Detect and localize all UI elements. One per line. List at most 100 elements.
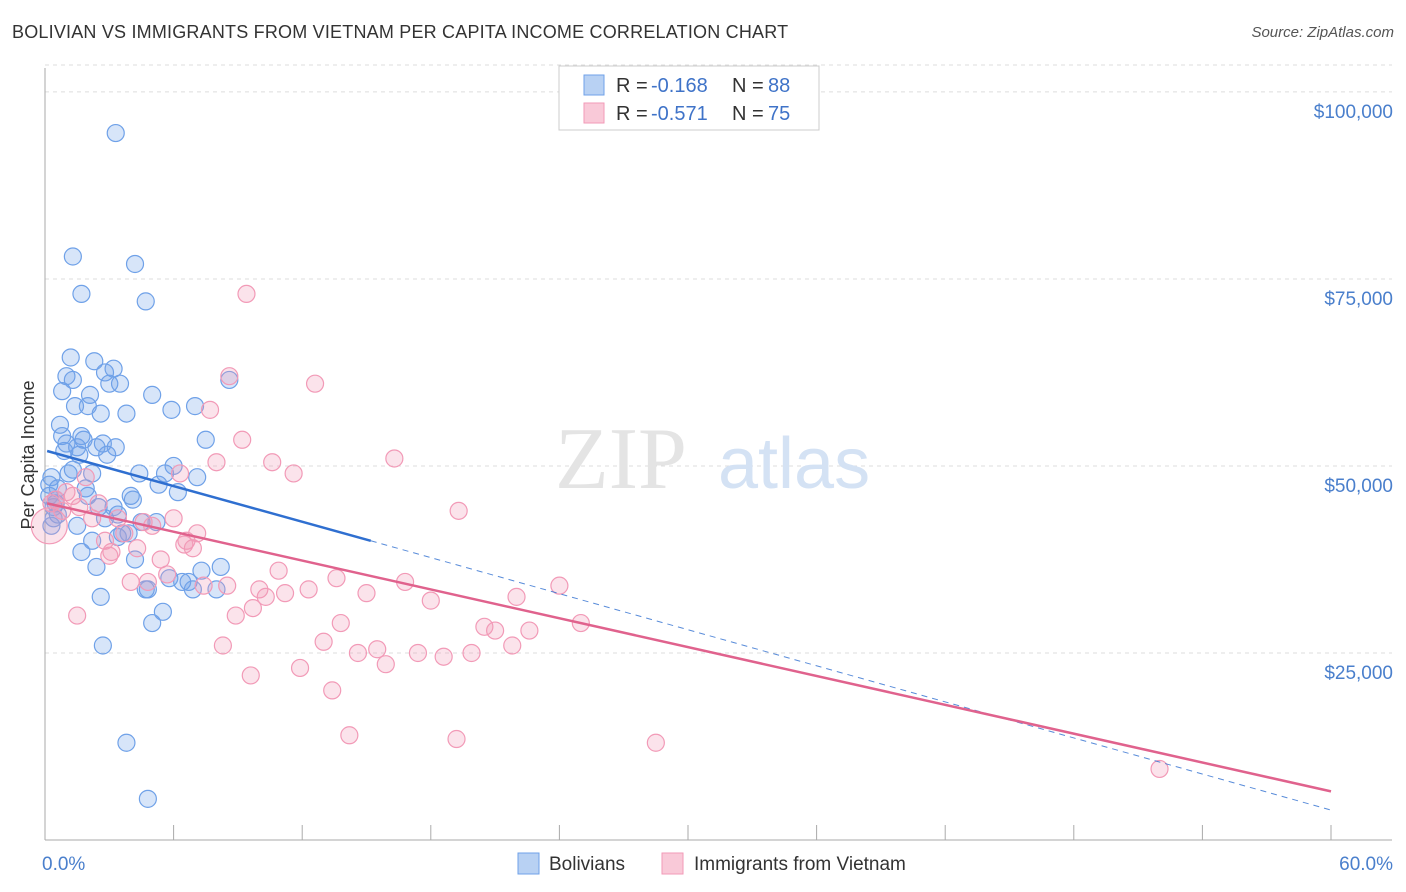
point-1-48 [368,640,387,659]
point-1-0 [30,507,68,545]
point-1-34 [256,587,275,606]
point-0-80 [136,292,155,311]
point-1-52 [408,643,428,663]
legend-n-value-bolivians: 88 [768,75,790,97]
point-0-11 [61,348,80,367]
watermark: ZIP atlas [555,411,870,508]
y-tick-labels: $25,000 $50,000 $75,000 $100,000 [1314,102,1393,684]
bottom-legend-label-bolivians: Bolivians [549,854,625,875]
watermark-atlas: atlas [718,424,870,504]
x-tick-label-min: 0.0% [42,854,85,875]
point-1-14 [128,539,147,558]
point-1-56 [462,643,481,663]
x-tick-labels: 0.0% 60.0% [42,854,1393,875]
chart-title: BOLIVIAN VS IMMIGRANTS FROM VIETNAM PER … [12,22,789,42]
point-1-19 [164,509,183,528]
point-0-9 [57,434,76,453]
point-1-65 [100,546,119,565]
trend-lines [46,449,1332,811]
point-0-55 [53,382,72,401]
point-1-59 [507,587,526,606]
point-0-77 [72,284,91,304]
point-1-42 [314,632,333,651]
point-0-78 [106,123,125,143]
point-1-61 [550,576,569,595]
chart-source: Source: ZipAtlas.com [1251,24,1394,41]
point-0-6 [50,415,70,434]
y-tick-label-0: $25,000 [1324,663,1393,684]
legend-swatch-bolivians [583,74,605,96]
point-0-44 [143,613,162,633]
point-1-68 [218,576,237,595]
point-1-24 [194,576,213,595]
point-1-71 [503,636,522,655]
point-1-20 [170,464,190,483]
point-1-46 [348,643,368,663]
point-0-51 [188,468,207,487]
point-0-46 [153,602,172,621]
point-0-13 [57,367,76,386]
point-1-49 [376,655,395,674]
legend-r-value-vietnam: -0.571 [651,103,708,125]
point-1-29 [226,606,245,625]
point-1-37 [275,584,295,603]
point-1-25 [200,400,220,419]
point-0-52 [196,430,215,449]
point-1-63 [646,733,665,752]
x-tick-label-max: 60.0% [1339,854,1393,875]
legend-n-label-bolivians: N = [732,75,764,97]
point-0-58 [83,531,102,550]
y-tick-label-3: $100,000 [1314,102,1393,123]
point-1-60 [520,621,539,640]
point-1-47 [357,584,376,603]
point-0-71 [164,456,183,476]
point-0-24 [91,404,110,423]
point-0-29 [104,359,123,378]
point-0-41 [125,550,145,569]
point-1-18 [158,565,177,584]
point-1-33 [250,580,269,599]
legend-r-value-bolivians: -0.168 [651,75,708,97]
watermark-zip: ZIP [555,411,687,508]
point-1-30 [233,430,252,449]
bottom-legend-swatch-vietnam [661,852,684,875]
point-1-43 [323,681,342,700]
point-0-57 [72,542,91,562]
point-1-45 [340,726,359,745]
point-0-83 [138,789,157,808]
point-1-44 [331,613,350,633]
grid-lines [45,64,1392,654]
point-1-31 [237,284,256,304]
point-1-17 [151,550,170,569]
point-0-20 [80,385,100,404]
point-1-58 [486,621,505,640]
point-1-53 [421,591,440,610]
y-tick-label-1: $50,000 [1324,476,1393,497]
point-0-56 [68,516,87,535]
point-1-26 [207,453,226,472]
top-legend: R = -0.168 N = 88 R = -0.571 N = 75 [558,65,820,131]
point-0-1 [42,468,61,487]
point-1-54 [434,647,453,666]
point-1-27 [213,636,232,655]
point-0-60 [91,587,110,606]
point-1-70 [447,729,466,749]
point-1-13 [121,572,140,592]
point-0-74 [192,561,211,580]
point-1-69 [327,569,346,588]
point-0-28 [100,374,119,393]
point-1-38 [284,464,303,483]
point-0-31 [110,374,130,393]
point-0-14 [65,397,85,416]
point-1-67 [175,535,194,554]
point-0-76 [63,247,82,266]
trend-line-bolivians-dashed [370,540,1332,811]
legend-r-label-bolivians: R = [616,75,648,97]
bottom-legend-label-vietnam: Immigrants from Vietnam [694,854,906,875]
series-vietnam-points [30,284,1169,779]
axes [44,68,1392,841]
point-1-50 [385,449,404,468]
point-0-30 [106,438,125,457]
legend-r-label-vietnam: R = [616,103,648,125]
